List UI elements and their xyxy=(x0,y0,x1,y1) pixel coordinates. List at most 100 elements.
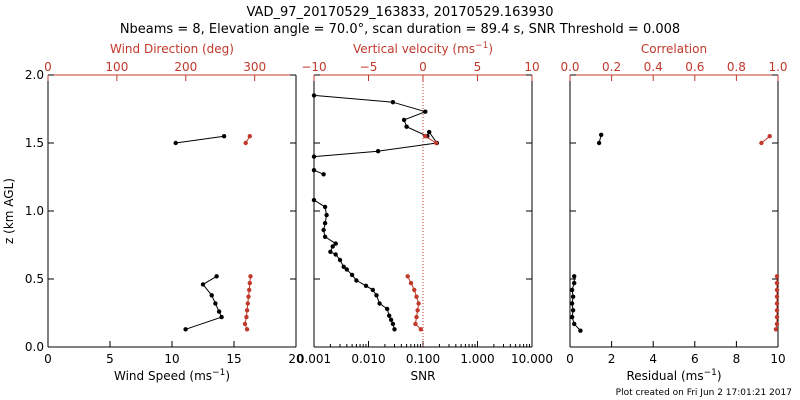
data-point xyxy=(599,132,604,137)
x-bottom-tick-label: 0.001 xyxy=(297,352,331,366)
data-point xyxy=(200,282,206,287)
x-bottom-tick-label: 20 xyxy=(288,352,303,366)
panel-residual: 0 2 4 6 8 10 Residual (ms−1) 0.0 0.2 0.4 0.6 0.8 1.0… xyxy=(560,42,787,383)
x-top-tick-label: 100 xyxy=(105,60,128,74)
figure-title: VAD_97_20170529_163833, 20170529.163930 xyxy=(247,5,554,20)
plot-created-footer: Plot created on Fri Jun 2 17:01:21 2017 xyxy=(616,388,792,398)
x-bottom-tick-label: 0.100 xyxy=(406,352,440,366)
data-point xyxy=(774,287,780,293)
x-top-axis-label: Vertical velocity (ms−1) xyxy=(353,41,493,56)
data-point xyxy=(596,140,602,146)
data-point xyxy=(248,274,253,279)
data-point xyxy=(572,321,577,327)
data-point xyxy=(433,140,439,146)
data-point xyxy=(322,204,328,210)
data-point xyxy=(311,168,317,173)
x-bottom-tick-label: 5 xyxy=(106,352,114,366)
series-line xyxy=(313,94,438,158)
data-point xyxy=(247,134,252,139)
data-point xyxy=(774,308,780,313)
data-point xyxy=(247,287,252,293)
data-point xyxy=(244,314,249,320)
data-point xyxy=(245,301,250,306)
data-point xyxy=(321,227,326,233)
x-bottom-tick-label: 0 xyxy=(566,352,574,366)
data-point xyxy=(330,244,335,249)
data-point xyxy=(385,306,390,312)
x-bottom-tick-label: 2 xyxy=(608,352,616,366)
x-top-tick-label: 300 xyxy=(243,60,266,74)
data-point xyxy=(423,109,428,114)
data-point xyxy=(244,308,250,313)
data-point xyxy=(404,124,409,129)
data-point xyxy=(413,321,418,327)
data-point xyxy=(247,280,252,286)
data-point xyxy=(341,264,346,269)
data-point xyxy=(322,234,328,239)
figure-subtitle: Nbeams = 8, Elevation angle = 70.0°, sca… xyxy=(120,22,680,37)
data-point xyxy=(246,294,251,299)
data-point xyxy=(408,280,414,286)
x-bottom-tick-label: 15 xyxy=(226,352,241,366)
data-point xyxy=(415,308,420,313)
data-point xyxy=(209,293,214,298)
data-point xyxy=(570,308,576,313)
series-black-bottom xyxy=(569,132,604,333)
data-point xyxy=(578,328,583,333)
y-axis-label: z (km AGL) xyxy=(2,178,16,244)
y-tick-label: 1.0 xyxy=(25,204,44,218)
data-point xyxy=(173,140,178,146)
x-bottom-tick-label: 4 xyxy=(649,352,657,366)
x-top-tick-label: 200 xyxy=(174,60,197,74)
data-point xyxy=(219,314,224,320)
x-bottom-tick-label: 10 xyxy=(164,352,179,366)
x-bottom-axis-label: SNR xyxy=(411,369,436,383)
series-red-top xyxy=(759,134,780,332)
series-line xyxy=(175,135,225,144)
series-red-top xyxy=(405,134,439,332)
x-top-tick-label: 0.0 xyxy=(560,60,579,74)
data-point xyxy=(570,294,576,299)
x-bottom-tick-label: 0.010 xyxy=(351,352,385,366)
x-top-tick-label: 0.2 xyxy=(602,60,621,74)
y-tick-label: 0.5 xyxy=(25,272,44,286)
data-point xyxy=(392,327,397,332)
data-point xyxy=(774,321,780,327)
data-point xyxy=(311,154,317,159)
data-point xyxy=(221,134,227,139)
data-point xyxy=(375,149,381,154)
x-top-axis-label: Correlation xyxy=(641,42,707,56)
y-tick-label: 1.5 xyxy=(25,136,44,150)
data-point xyxy=(569,301,575,306)
series-line xyxy=(313,199,395,330)
data-point xyxy=(337,257,343,263)
x-top-tick-label: −5 xyxy=(360,60,378,74)
data-point xyxy=(773,327,779,332)
data-point xyxy=(390,100,396,105)
data-point xyxy=(322,221,328,226)
data-point xyxy=(183,327,188,332)
x-top-axis-label: Wind Direction (deg) xyxy=(110,42,234,56)
data-point xyxy=(344,267,349,272)
data-point xyxy=(354,278,359,283)
data-point xyxy=(774,314,780,320)
series-red-top xyxy=(242,134,253,332)
x-top-tick-label: 0 xyxy=(44,60,52,74)
x-bottom-tick-label: 10.000 xyxy=(511,352,553,366)
data-point xyxy=(242,321,248,327)
data-point xyxy=(324,212,329,218)
data-point xyxy=(311,93,317,98)
data-point xyxy=(416,301,421,306)
series-black-bottom xyxy=(173,134,227,332)
data-point xyxy=(767,134,772,139)
x-top-tick-label: 0.6 xyxy=(685,60,704,74)
x-bottom-tick-label: 10 xyxy=(770,352,785,366)
data-point xyxy=(418,327,423,332)
data-point xyxy=(414,314,419,320)
data-point xyxy=(214,274,219,279)
data-point xyxy=(387,313,392,318)
x-bottom-tick-label: 8 xyxy=(733,352,741,366)
x-top-tick-label: 10 xyxy=(524,60,539,74)
data-point xyxy=(328,249,333,254)
